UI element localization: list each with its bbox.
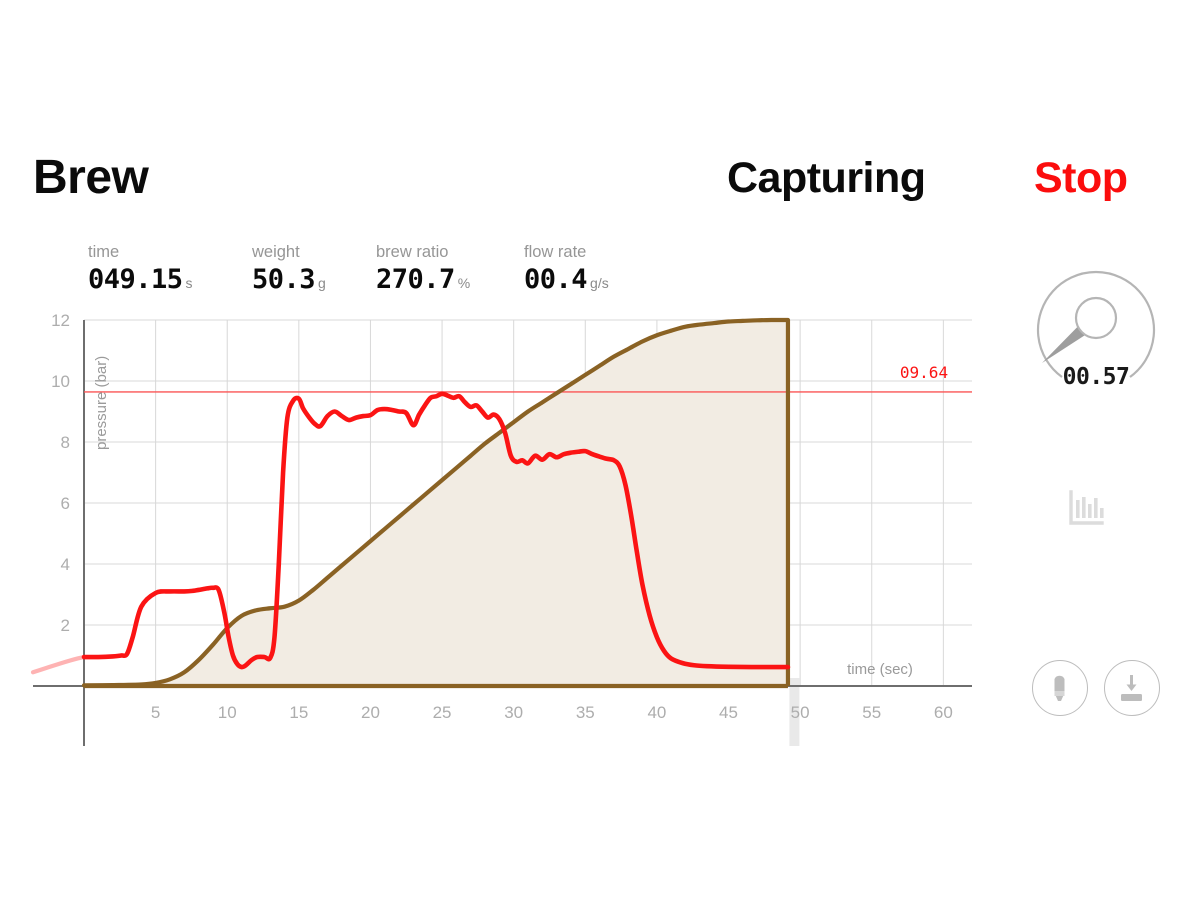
playhead-band[interactable] xyxy=(789,678,800,746)
metric-time-unit: s xyxy=(185,275,193,291)
metric-time-value: 049.15 xyxy=(88,264,183,295)
tamp-icon-svg xyxy=(1121,675,1142,701)
bar-5 xyxy=(1100,508,1104,518)
metrics-strip: time 049.15 s weight 50.3 g brew ratio 270… xyxy=(88,242,708,304)
y-axis-tick-label: 12 xyxy=(51,311,70,330)
tamp-arrow-head xyxy=(1126,684,1137,691)
metric-brew-ratio-value-row: 270.7% xyxy=(376,264,470,300)
y-axis-title: pressure (bar) xyxy=(93,356,110,450)
metric-weight-unit: g xyxy=(318,275,326,291)
pressure-reference-label: 09.64 xyxy=(900,363,948,382)
x-axis-title: time (sec) xyxy=(847,661,913,678)
x-axis-tick-label: 55 xyxy=(862,703,881,722)
stop-button[interactable]: Stop xyxy=(1034,154,1128,202)
metric-flow-rate-label: flow rate xyxy=(524,243,587,261)
portafilter-icon-svg xyxy=(1054,675,1065,701)
metric-brew-ratio-value: 270.7 xyxy=(376,264,455,295)
metric-brew-ratio: brew ratio 270.7% xyxy=(376,242,470,300)
bar-4 xyxy=(1094,498,1098,518)
pressure-series-ghost-tail xyxy=(30,654,87,675)
metric-flow-rate: flow rate 00.4 g/s xyxy=(524,242,609,300)
metric-time: time 049.15 s xyxy=(88,242,193,300)
x-axis-tick-label: 15 xyxy=(289,703,308,722)
bar-2 xyxy=(1082,497,1086,518)
x-axis-tick-label: 10 xyxy=(218,703,237,722)
metric-time-label: time xyxy=(88,243,120,261)
bar-chart-icon-svg xyxy=(1069,490,1104,525)
page-title: Brew xyxy=(33,151,149,204)
metric-brew-ratio-unit: % xyxy=(457,275,471,291)
metric-weight-value: 50.3 xyxy=(252,264,316,295)
metric-flow-rate-unit: g/s xyxy=(590,275,609,291)
brew-chart-svg: 2 4 6 8 10 12 5 10 15 20 25 30 35 40 45 50 55 60 pressur… xyxy=(30,311,972,746)
y-axis-tick-label: 10 xyxy=(51,372,70,391)
y-axis-tick-label: 8 xyxy=(61,433,70,452)
bar-chart-axis xyxy=(1069,490,1104,525)
status-badge: Capturing xyxy=(727,154,926,202)
gauge-arc xyxy=(1036,270,1156,378)
metric-weight-label: weight xyxy=(252,243,300,261)
bar-1 xyxy=(1076,500,1080,518)
x-axis-tick-label: 50 xyxy=(791,703,810,722)
header-bar: Brew Capturing Stop xyxy=(0,148,1200,218)
tamp-puck xyxy=(1121,694,1142,701)
portafilter-spout xyxy=(1055,696,1064,701)
tamp-icon[interactable] xyxy=(1104,660,1160,716)
metric-brew-ratio-label: brew ratio xyxy=(376,243,449,261)
pressure-series-line xyxy=(81,391,791,670)
portafilter-basket xyxy=(1054,675,1065,691)
gauge-hub xyxy=(1074,296,1118,340)
metric-flow-rate-value-row: 00.4 g/s xyxy=(524,264,609,300)
weight-series-area xyxy=(84,319,788,686)
metric-weight: weight 50.3 g xyxy=(252,242,326,300)
y-axis-tick-label: 6 xyxy=(61,494,70,513)
flow-gauge-svg xyxy=(1036,270,1156,378)
x-axis-tick-label: 20 xyxy=(361,703,380,722)
right-rail: 00.57 xyxy=(1006,246,1186,746)
weight-area-fill xyxy=(84,319,788,686)
portafilter-icon[interactable] xyxy=(1032,660,1088,716)
y-axis-ticks: 2 4 6 8 10 12 xyxy=(51,311,70,635)
brew-chart[interactable]: 2 4 6 8 10 12 5 10 15 20 25 30 35 40 45 50 55 60 pressur… xyxy=(0,300,1000,760)
x-axis-tick-label: 40 xyxy=(647,703,666,722)
flow-gauge-value: 00.57 xyxy=(1062,364,1130,390)
x-axis-tick-label: 30 xyxy=(504,703,523,722)
x-axis-tick-label: 5 xyxy=(151,703,160,722)
x-axis-tick-label: 60 xyxy=(934,703,953,722)
x-axis-tick-label: 25 xyxy=(433,703,452,722)
action-buttons xyxy=(1022,660,1172,720)
y-axis-tick-label: 2 xyxy=(61,616,70,635)
bar-3 xyxy=(1088,504,1092,518)
x-axis-tick-label: 45 xyxy=(719,703,738,722)
x-axis-ticks: 5 10 15 20 25 30 35 40 45 50 55 60 xyxy=(151,703,953,722)
metric-weight-value-row: 50.3 g xyxy=(252,264,326,300)
metric-flow-rate-value: 00.4 xyxy=(524,264,588,295)
flow-gauge[interactable]: 00.57 xyxy=(1006,246,1186,394)
bar-chart-icon[interactable] xyxy=(1062,486,1108,532)
metric-time-value-row: 049.15 s xyxy=(88,264,193,300)
x-axis-tick-label: 35 xyxy=(576,703,595,722)
portafilter-band xyxy=(1054,691,1065,696)
y-axis-tick-label: 4 xyxy=(61,555,70,574)
